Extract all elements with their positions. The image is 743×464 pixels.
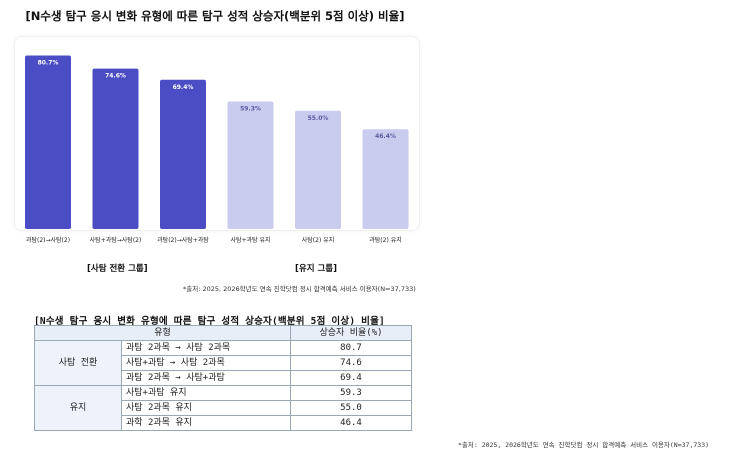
bar: [160, 79, 206, 229]
bar: [295, 110, 341, 229]
category-label: 사탐+과탐→사탐(2): [90, 236, 142, 244]
section-name: 사탐 전환: [34, 340, 122, 386]
row-type: 과학 2과목 유지: [121, 415, 291, 431]
bar-value-label: 55.0%: [308, 115, 329, 122]
header-value: 상승자 비율(%): [290, 325, 412, 341]
table-row: 사탐 2과목 유지 55.0: [35, 400, 412, 416]
row-value: 74.6: [290, 355, 412, 371]
row-value: 59.3: [290, 385, 412, 401]
bar-value-label: 74.6%: [105, 73, 126, 80]
group-label-keep: [유지 그룹]: [295, 264, 338, 274]
table-title: [N수생 탐구 응시 변화 유형에 따른 탐구 성적 상승자(백분위 5점 이상…: [34, 316, 385, 327]
category-label: 과탐(2) 유지: [369, 236, 402, 244]
header-type: 유형: [34, 325, 291, 341]
bar: [92, 68, 139, 229]
bar-value-label: 80.7%: [38, 59, 59, 66]
bar: [25, 55, 71, 230]
row-type: 사탐 2과목 유지: [121, 400, 291, 416]
category-label: 사탐+과탐 유지: [230, 236, 270, 244]
chart-source-note: *출처: 2025, 2026학년도 연속 진학닷컴 정시 합격예측 서비스 이…: [183, 285, 416, 293]
group-label-switch: [사탐 전환 그룹]: [87, 264, 148, 274]
bar-value-label: 69.4%: [173, 84, 194, 91]
row-type: 사탐+과탐 유지: [121, 385, 291, 401]
bar: [362, 129, 409, 229]
table-row: 사탐+과탐 → 사탐 2과목 74.6: [35, 355, 412, 371]
category-label: 과탐(2)→사탐(2): [26, 236, 70, 244]
row-type: 과탐 2과목 → 사탐 2과목: [121, 340, 291, 356]
row-value: 80.7: [290, 340, 412, 356]
bar-value-label: 59.3%: [240, 106, 261, 113]
row-type: 사탐+과탐 → 사탐 2과목: [121, 355, 291, 371]
row-value: 55.0: [290, 400, 412, 416]
row-value: 69.4: [290, 370, 412, 386]
table-row: 과학 2과목 유지 46.4: [35, 415, 412, 431]
table-row: 사탐 전환 과탐 2과목 → 사탐 2과목 80.7: [34, 340, 412, 386]
table-header-row: 유형 상승자 비율(%): [34, 325, 412, 341]
bar: [227, 101, 274, 229]
chart-card: [14, 36, 420, 231]
bar-value-label: 46.4%: [375, 133, 396, 140]
category-label: 사탐(2) 유지: [302, 236, 335, 244]
chart-title: [N수생 탐구 응시 변화 유형에 따른 탐구 성적 상승자(백분위 5점 이상…: [25, 9, 405, 23]
row-value: 46.4: [290, 415, 412, 431]
category-label: 과탐(2)→사탐+과탐: [157, 236, 209, 244]
data-table: 유형 상승자 비율(%) 사탐 전환 과탐 2과목 → 사탐 2과목 80.7 …: [34, 325, 412, 431]
section-name: 유지: [34, 385, 122, 431]
table-row: 유지 사탐+과탐 유지 59.3: [34, 385, 412, 431]
row-type: 과탐 2과목 → 사탐+과탐: [121, 370, 291, 386]
bar-chart: 80.7% 과탐(2)→사탐(2) 74.6% 사탐+과탐→사탐(2) 69.4% 과탐(…: [25, 55, 409, 244]
table-source-note: *출처: 2025, 2026학년도 연속 진학닷컴 정시 합격예측 서비스 이…: [458, 441, 710, 449]
